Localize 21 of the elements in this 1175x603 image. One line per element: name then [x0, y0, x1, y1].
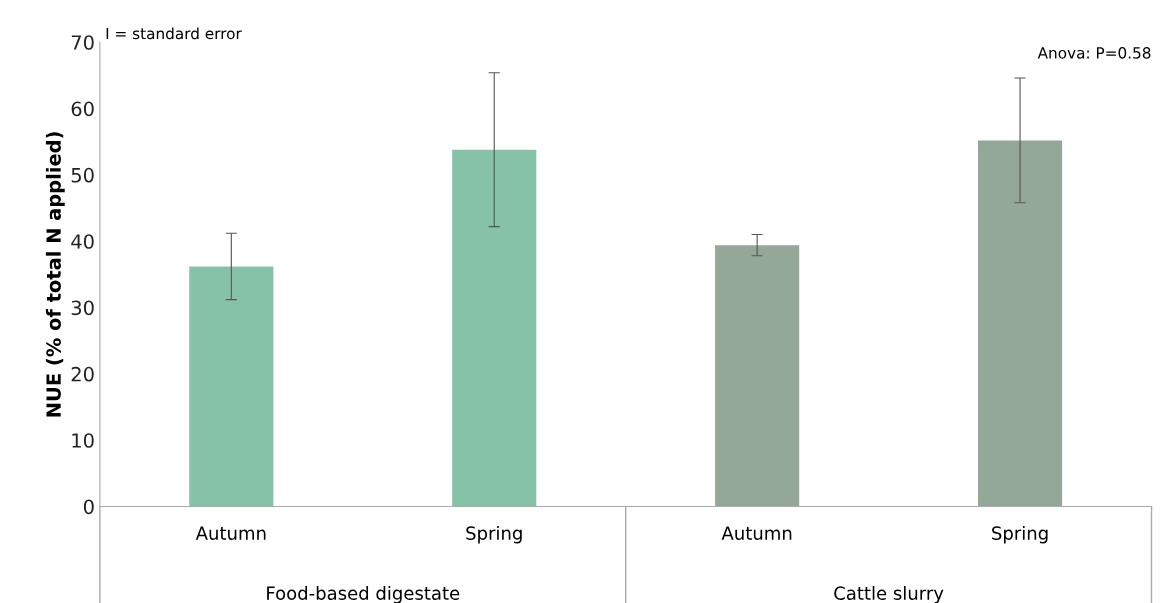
text: Food-based digestate — [267, 586, 460, 603]
y-tick-label: 40 — [71, 234, 94, 249]
y-tick-label: 50 — [71, 167, 94, 183]
x-tick-label: Spring — [992, 525, 1048, 544]
bar — [977, 140, 1063, 507]
y-tick-label: 10 — [72, 433, 94, 448]
x-tick-label: Autumn — [195, 526, 266, 540]
y-tick-label: 60 — [71, 101, 94, 117]
bar — [715, 245, 800, 507]
annotation: Anova: P=0.58 — [1037, 47, 1151, 59]
text: Cattle slurry — [834, 586, 944, 603]
y-axis-title: NUE (% of total N applied) — [45, 132, 65, 417]
bar — [189, 266, 274, 507]
x-tick-label: Autumn — [721, 526, 792, 540]
y-tick-label: 30 — [71, 300, 94, 316]
y-tick-label: 70 — [71, 35, 94, 50]
y-tick-label: 20 — [71, 366, 94, 382]
bar — [452, 149, 537, 507]
x-tick-label: Spring — [466, 525, 522, 544]
text: I = standard error — [106, 27, 242, 40]
y-tick-label: 0 — [83, 499, 94, 515]
